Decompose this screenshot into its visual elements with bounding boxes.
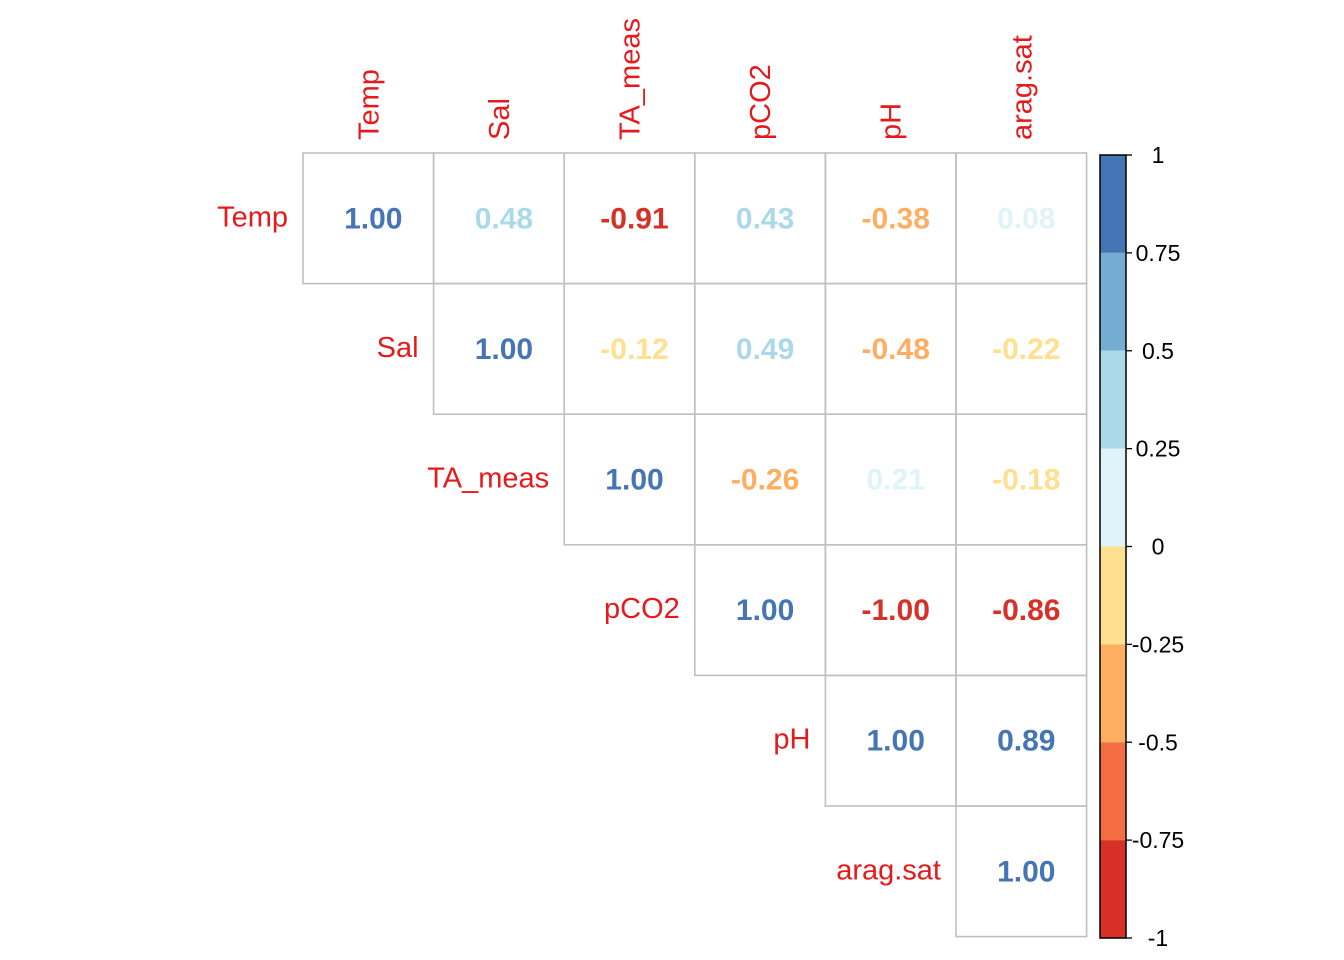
column-label-ta-meas: TA_meas	[615, 18, 647, 140]
cell-value-ph-ph: 1.00	[867, 725, 925, 758]
column-labels: Temp Sal TA_meas pCO2 pH arag.sat	[353, 18, 1038, 140]
row-label-sal: Sal	[377, 332, 419, 364]
colorbar-tick-label: 0.5	[1142, 338, 1174, 364]
colorbar-bin	[1100, 448, 1126, 547]
column-label-pco2: pCO2	[745, 64, 777, 140]
colorbar-tick-label: -0.25	[1132, 631, 1184, 657]
cell-value-ta-meas-ta-meas: 1.00	[605, 464, 663, 497]
cell-value-sal-arag-sat: -0.22	[992, 333, 1060, 366]
cell-value-ta-meas-pco2: -0.26	[731, 464, 799, 497]
cell-value-sal-pco2: 0.49	[736, 333, 794, 366]
colorbar-bin	[1100, 155, 1126, 253]
cell-value-ta-meas-ph: 0.21	[867, 464, 925, 497]
row-label-temp: Temp	[217, 201, 288, 233]
colorbar-bin	[1100, 644, 1126, 743]
cell-value-temp-ta-meas: -0.91	[600, 202, 668, 235]
column-label-sal: Sal	[484, 98, 516, 140]
row-label-ph: pH	[773, 724, 810, 756]
cell-value-temp-pco2: 0.43	[736, 202, 794, 235]
colorbar-bin	[1100, 546, 1126, 645]
colorbar-tick-label: 0.25	[1136, 436, 1181, 462]
row-label-pco2: pCO2	[604, 593, 680, 625]
cell-value-sal-sal: 1.00	[475, 333, 533, 366]
cell-value-pco2-pco2: 1.00	[736, 594, 794, 627]
colorbar-tick-label: 1	[1152, 142, 1165, 168]
colorbar-bin	[1100, 840, 1126, 938]
cell-value-ta-meas-arag-sat: -0.18	[992, 464, 1060, 497]
column-label-ph: pH	[876, 103, 908, 140]
cell-value-pco2-arag-sat: -0.86	[992, 594, 1060, 627]
colorbar-bin	[1100, 742, 1126, 841]
row-labels: Temp Sal TA_meas pCO2 pH arag.sat	[217, 201, 941, 886]
colorbar-tick-label: -0.75	[1132, 827, 1184, 853]
cell-value-temp-temp: 1.00	[344, 202, 402, 235]
cell-value-ph-arag-sat: 0.89	[997, 725, 1055, 758]
row-label-arag-sat: arag.sat	[836, 854, 941, 886]
colorbar-bin	[1100, 252, 1126, 351]
cell-value-temp-sal: 0.48	[475, 202, 533, 235]
colorbar-bin	[1100, 350, 1126, 449]
colorbar-tick-label: -0.5	[1138, 729, 1178, 755]
cell-value-sal-ph: -0.48	[862, 333, 930, 366]
row-label-ta-meas: TA_meas	[427, 463, 549, 495]
cell-border	[955, 805, 1088, 938]
cell-value-sal-ta-meas: -0.12	[600, 333, 668, 366]
column-label-temp: Temp	[353, 69, 385, 140]
correlation-cells: 1.00 0.48 -0.91 0.43 -0.38 0.08 1.00 -0.12 0.49 -…	[302, 152, 1088, 938]
colorbar-tick-label: 0	[1152, 534, 1165, 560]
cell-value-temp-ph: -0.38	[862, 202, 930, 235]
cell-value-pco2-ph: -1.00	[862, 594, 930, 627]
cell-value-arag-sat-arag-sat: 1.00	[997, 855, 1055, 888]
colorbar-tick-label: 0.75	[1136, 240, 1181, 266]
column-label-arag-sat: arag.sat	[1006, 35, 1038, 140]
colorbar-tick-label: -1	[1148, 925, 1168, 951]
colorbar: 1 0.75 0.5 0.25 0 -0.25 -0.5 -0.75 -1	[1099, 142, 1184, 951]
cell-value-temp-arag-sat: 0.08	[997, 202, 1055, 235]
